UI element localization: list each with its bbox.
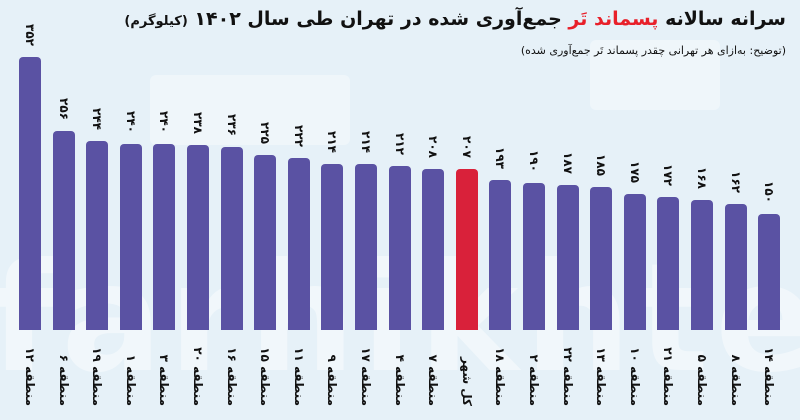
bar [321,164,344,330]
bar [52,131,75,330]
value-label: ۲۲۲ [291,124,306,147]
category-label: منطقه ۲۱ [661,347,676,406]
category-label: منطقه ۱۹ [90,347,105,406]
bar [657,196,680,330]
value-label: ۲۵۶ [56,98,71,121]
value-label: ۳۵۲ [23,24,37,46]
value-label: ۲۱۴ [359,131,373,153]
bar-city-total [455,169,478,330]
bar [355,164,377,330]
value-label: ۱۶۸ [695,166,709,189]
bar [254,155,277,330]
category-label: منطقه ۱۰ [627,347,642,406]
category-label: منطقه ۳ [157,354,172,406]
category-label: منطقه ۲ [527,354,541,406]
bar [489,180,512,330]
value-label: ۱۸۷ [560,151,575,174]
bar [556,184,579,330]
chart-title: سرانه سالانه پسماند تَر جمع‌آوری شده در … [124,8,786,30]
bar [86,140,109,330]
value-label: ۱۷۲ [661,163,676,186]
bar [590,186,613,330]
category-label: منطقه ۴ [392,354,407,406]
bar [758,213,781,330]
bar [623,194,646,330]
bar [19,57,41,330]
category-label: منطقه ۱۳ [594,347,609,406]
value-label: ۲۴۰ [157,110,172,133]
value-label: ۲۳۶ [224,113,239,136]
value-label: ۲۴۴ [90,107,105,130]
category-label: منطقه ۱۸ [493,347,508,406]
value-label: ۲۲۵ [258,122,273,145]
bar [422,168,445,330]
bar [523,182,545,330]
title-part1: سرانه سالانه [665,8,786,30]
category-label: منطقه ۲۰ [191,347,205,406]
category-label: منطقه ۸ [728,354,743,406]
bar [187,145,209,330]
bar [153,143,176,330]
value-label: ۱۵۰ [762,180,777,203]
value-label: ۲۰۸ [426,135,441,158]
category-label: منطقه ۷ [426,354,441,406]
chart-subtitle: (توضیح: به‌ازای هر تهرانی چقدر پسماند تَ… [520,44,786,57]
category-label: منطقه ۵ [695,354,709,406]
bar [388,165,411,330]
value-label: ۲۴۰ [123,110,138,133]
value-label: ۲۱۲ [392,132,407,155]
category-label: منطقه ۱۷ [359,347,373,406]
bar [691,199,713,330]
category-label: منطقه ۱۶ [224,347,239,406]
bar [287,157,310,330]
value-label: ۱۶۲ [728,171,743,194]
category-label: منطقه ۹ [325,354,340,406]
value-label: ۱۹۰ [527,149,541,172]
value-label: ۲۰۷ [459,136,474,159]
category-label: منطقه ۱۵ [258,347,273,406]
bar [724,204,747,330]
value-label: ۱۷۵ [627,161,642,184]
category-label: منطقه ۱ [123,354,138,406]
category-label: منطقه ۲۲ [560,347,575,406]
category-label: منطقه ۱۴ [762,347,777,406]
value-label: ۱۸۵ [594,153,609,176]
category-label: منطقه ۱۱ [291,347,306,406]
title-part2: جمع‌آوری شده در تهران طی سال ۱۴۰۲ [194,8,562,30]
title-unit: (کیلوگرم) [124,14,188,29]
bar [220,146,243,330]
category-label: منطقه ۶ [56,354,71,406]
value-label: ۱۹۳ [493,147,508,170]
bar [119,143,142,330]
value-label: ۲۳۸ [191,112,205,135]
category-label: کل شهر [459,356,474,406]
title-accent: پسماند تَر [568,8,659,30]
value-label: ۲۱۴ [325,131,340,153]
category-label: منطقه ۱۲ [23,347,37,406]
